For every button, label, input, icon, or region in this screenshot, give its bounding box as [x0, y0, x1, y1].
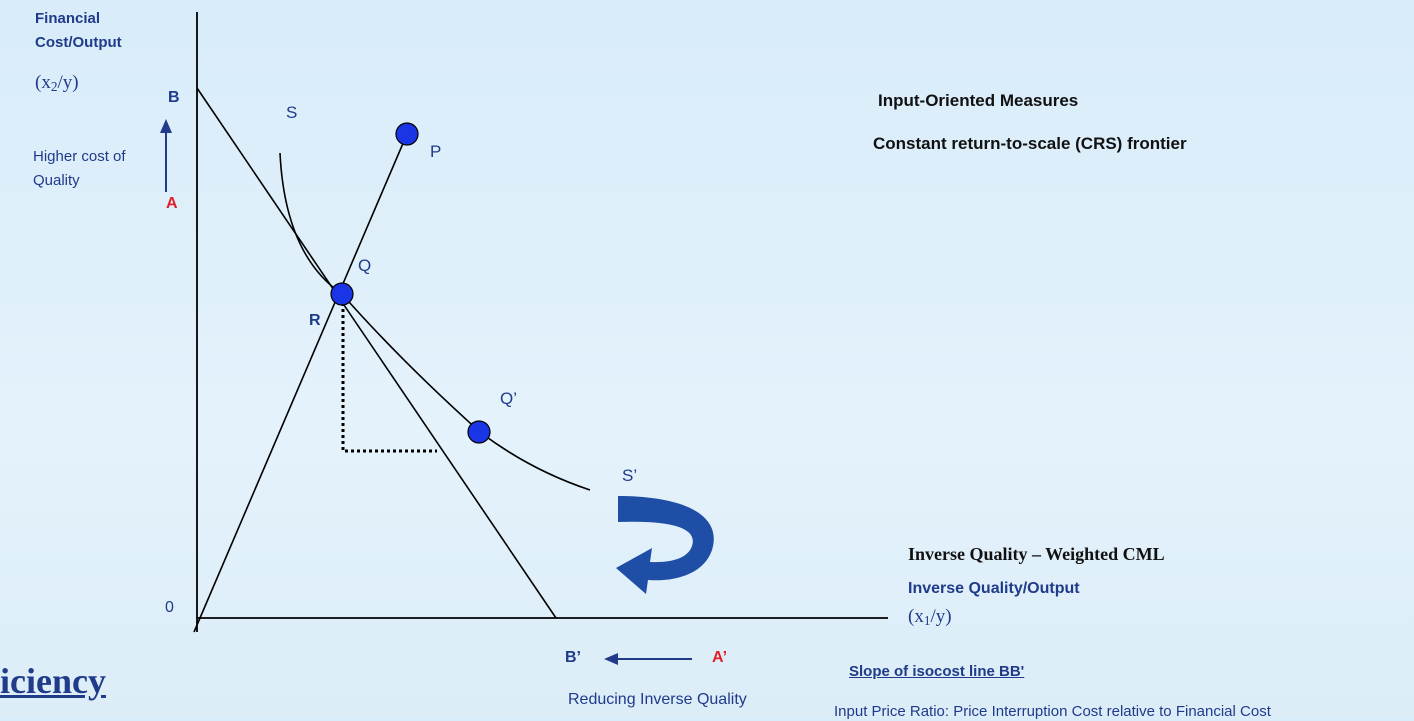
isocost-line-bb	[196, 87, 557, 619]
point-p-label: P	[430, 142, 442, 161]
point-q-label: Q	[358, 256, 372, 275]
up-arrow-icon	[160, 119, 172, 133]
higher-cost-line2: Quality	[33, 172, 80, 189]
curve-s-label: S	[286, 103, 298, 122]
reducing-inverse-quality-label: Reducing Inverse Quality	[568, 691, 747, 708]
slope-title: Slope of isocost line BB'	[849, 663, 1025, 680]
crs-frontier-heading: Constant return-to-scale (CRS) frontier	[873, 134, 1187, 153]
ray-origin-to-p	[193, 133, 408, 633]
x-axis-title-line1: Inverse Quality/Output	[908, 580, 1080, 597]
y-axis-formula: (x2/y)	[35, 72, 79, 94]
higher-cost-line1: Higher cost of	[33, 148, 126, 165]
curve-s-prime-label: S’	[622, 466, 638, 485]
slope-triangle-dotted	[341, 297, 437, 453]
point-a-prime-label: A’	[712, 649, 728, 666]
y-axis-title-line2: Cost/Output	[35, 34, 122, 51]
point-a-label: A	[166, 195, 178, 212]
efficiency-title-fragment: iciency	[0, 661, 106, 701]
point-p-marker	[395, 122, 419, 146]
point-b-label: B	[168, 89, 180, 106]
point-b-prime-label: B’	[565, 649, 581, 666]
origin-label: 0	[165, 599, 174, 616]
rotation-arrow-icon	[616, 496, 714, 594]
y-axis-title-line1: Financial	[35, 10, 101, 27]
price-ratio-text: Input Price Ratio: Price Interruption Co…	[834, 703, 1271, 720]
x-axis-formula: (x1/y)	[908, 606, 952, 628]
isoquant-curve-ss	[279, 152, 591, 491]
input-oriented-heading: Input-Oriented Measures	[878, 91, 1079, 110]
x-axis-title-bold: Inverse Quality – Weighted CML	[908, 544, 1165, 564]
left-arrow-icon	[604, 653, 618, 665]
point-r-label: R	[309, 312, 321, 329]
point-q-prime-marker	[467, 420, 491, 444]
point-q-prime-label: Q’	[500, 389, 517, 408]
point-q-marker	[330, 282, 354, 306]
